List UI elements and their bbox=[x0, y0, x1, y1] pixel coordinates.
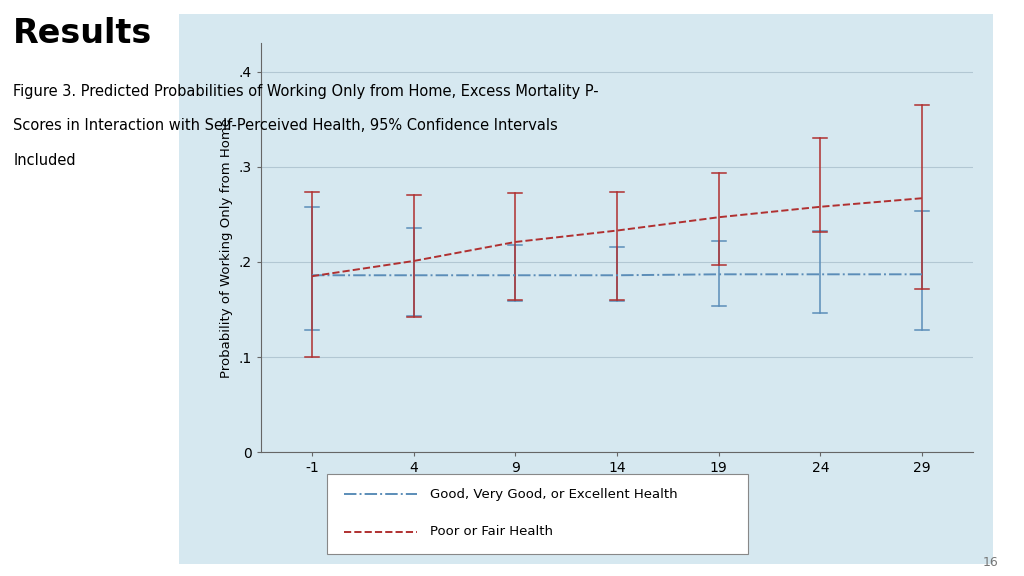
Text: Scores in Interaction with Self-Perceived Health, 95% Confidence Intervals: Scores in Interaction with Self-Perceive… bbox=[13, 118, 558, 133]
Y-axis label: Probability of Working Only from Home: Probability of Working Only from Home bbox=[220, 118, 233, 378]
FancyBboxPatch shape bbox=[327, 474, 749, 554]
X-axis label: Excess Mortality P-Scores: Excess Mortality P-Scores bbox=[523, 481, 711, 496]
Text: Figure 3. Predicted Probabilities of Working Only from Home, Excess Mortality P-: Figure 3. Predicted Probabilities of Wor… bbox=[13, 84, 599, 98]
Text: 16: 16 bbox=[983, 556, 998, 569]
Text: Results: Results bbox=[13, 17, 153, 50]
Text: Good, Very Good, or Excellent Health: Good, Very Good, or Excellent Health bbox=[430, 488, 678, 501]
Text: Poor or Fair Health: Poor or Fair Health bbox=[430, 525, 553, 539]
Text: Included: Included bbox=[13, 153, 76, 168]
